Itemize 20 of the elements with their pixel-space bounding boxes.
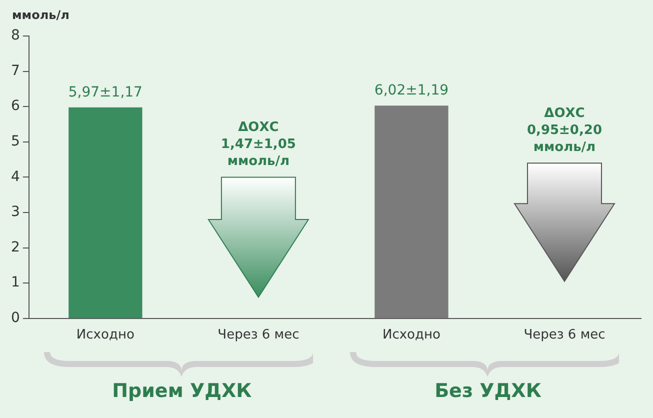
x-tick-label: Исходно: [76, 328, 134, 343]
y-tick-label: 0: [10, 310, 20, 326]
x-tick-label: Через 6 мес: [218, 328, 300, 343]
data-label: 6,02±1,19: [374, 82, 449, 99]
data-label: 5,97±1,17: [68, 84, 142, 100]
y-tick-label: 5: [10, 134, 20, 150]
y-tick-label: 6: [10, 98, 20, 114]
y-tick-label: 3: [10, 204, 20, 220]
x-tick-label: Исходно: [382, 328, 440, 343]
y-tick-label: 4: [10, 168, 20, 185]
annotation: ΔОХС 0,95±0,20 ммоль/л: [526, 105, 602, 156]
y-tick-label: 8: [10, 28, 20, 44]
y-axis-title: ммоль/л: [12, 8, 70, 22]
text: Прием УДХК: [112, 380, 252, 402]
y-tick-label: 2: [10, 239, 20, 256]
annotation: ΔОХС 1,47±1,05 ммоль/л: [220, 119, 296, 170]
text: Без УДХК: [434, 380, 542, 402]
x-tick-label: Через 6 мес: [524, 328, 606, 343]
y-tick-label: 7: [10, 62, 20, 79]
y-tick-label: 1: [10, 274, 20, 291]
